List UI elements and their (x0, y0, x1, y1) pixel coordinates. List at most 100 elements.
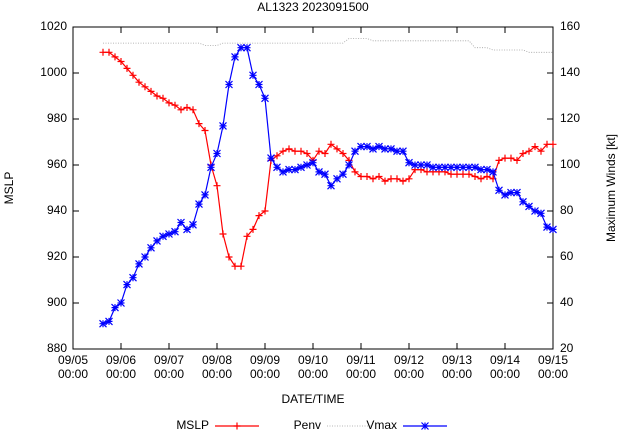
marker (393, 175, 401, 183)
marker (273, 152, 281, 160)
marker (189, 220, 197, 229)
marker (233, 422, 241, 430)
marker (421, 422, 429, 430)
marker (297, 163, 305, 172)
y-tick-label: 980 (47, 111, 67, 125)
y-tick-label: 1020 (40, 19, 67, 33)
x-tick-label: 09/10 00:00 (297, 353, 329, 381)
marker (531, 207, 539, 215)
marker (141, 83, 149, 91)
marker (381, 177, 389, 185)
marker (297, 147, 305, 155)
marker (195, 200, 203, 209)
marker (219, 230, 227, 238)
y2-tick-label: 140 (560, 65, 580, 79)
marker (441, 163, 449, 172)
y2-tick-label: 60 (560, 249, 574, 263)
legend-label: Vmax (366, 418, 397, 432)
y2-tick-label: 160 (560, 19, 580, 33)
marker (375, 142, 383, 151)
marker (213, 182, 221, 190)
marker (495, 186, 503, 195)
marker (339, 150, 347, 157)
series-line (103, 38, 553, 53)
marker (549, 225, 557, 234)
marker (195, 120, 203, 128)
series-line (102, 47, 554, 325)
y-tick-label: 960 (47, 157, 67, 171)
plot-border (72, 26, 554, 350)
x-tick-label: 09/05 00:00 (57, 353, 89, 381)
marker (519, 150, 527, 157)
marker (183, 104, 191, 111)
marker (333, 174, 341, 183)
marker (111, 53, 119, 61)
x-tick-label: 09/09 00:00 (249, 353, 281, 381)
marker (471, 173, 479, 180)
marker (123, 280, 131, 289)
marker (219, 121, 227, 130)
marker (321, 170, 329, 179)
marker (393, 147, 401, 156)
marker (231, 262, 239, 270)
marker (417, 161, 425, 169)
marker (327, 140, 335, 148)
marker (225, 253, 233, 261)
x-axis-label: DATE/TIME (281, 392, 344, 406)
y-tick-label: 940 (47, 203, 67, 217)
marker (477, 175, 485, 183)
marker (423, 161, 431, 169)
marker (453, 163, 461, 172)
marker (447, 163, 455, 172)
marker (315, 147, 323, 155)
marker (213, 149, 221, 158)
marker (321, 150, 329, 157)
y-tick-label: 1000 (40, 65, 67, 79)
marker (333, 145, 341, 153)
marker (549, 140, 557, 148)
marker (165, 230, 173, 238)
marker (201, 127, 209, 134)
marker (513, 156, 521, 164)
marker (543, 223, 551, 232)
marker (471, 163, 479, 172)
marker (537, 147, 545, 155)
marker (207, 163, 215, 172)
marker (135, 78, 143, 86)
y-axis-label: MSLP (2, 172, 16, 205)
marker (459, 163, 467, 172)
x-tick-label: 09/07 00:00 (153, 353, 185, 381)
marker (339, 170, 347, 179)
y2-axis-label: Maximum Winds [kt] (604, 134, 618, 242)
marker (489, 167, 497, 176)
marker (255, 212, 263, 220)
marker (399, 147, 407, 156)
marker (189, 106, 197, 114)
marker (303, 150, 311, 157)
marker (225, 80, 233, 89)
marker (495, 156, 503, 164)
marker (117, 299, 125, 307)
marker (405, 175, 413, 183)
marker (351, 168, 359, 176)
marker (159, 94, 167, 102)
marker (369, 175, 377, 183)
x-tick-label: 09/08 00:00 (201, 353, 233, 381)
legend-label: MSLP (176, 418, 209, 432)
marker (147, 87, 155, 95)
marker (165, 99, 173, 107)
series-line (103, 51, 553, 267)
marker (159, 232, 167, 241)
marker (543, 140, 551, 148)
x-tick-label: 09/14 00:00 (489, 353, 521, 381)
marker (363, 142, 371, 151)
marker (273, 163, 281, 172)
marker (369, 144, 377, 153)
marker (141, 253, 149, 261)
marker (465, 163, 473, 172)
marker (483, 173, 491, 180)
y2-tick-label: 80 (560, 203, 574, 217)
marker (237, 43, 245, 52)
